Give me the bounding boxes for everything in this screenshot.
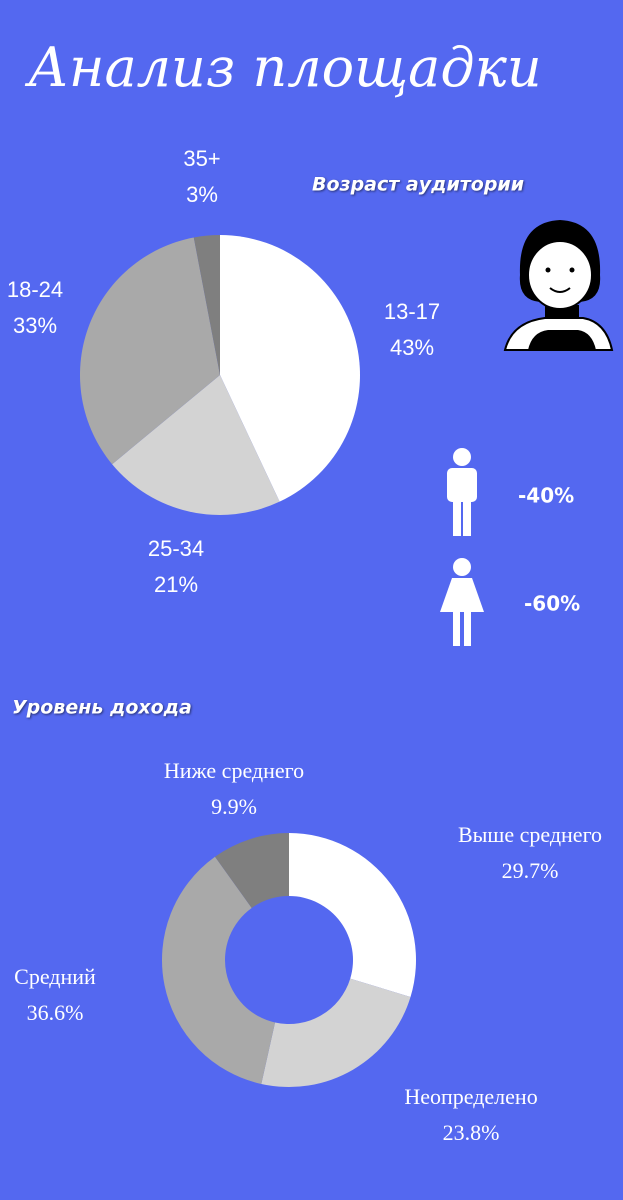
slice-label: 18-24 xyxy=(7,277,63,302)
chart-title: Возраст аудитории xyxy=(312,174,524,196)
slice xyxy=(79,237,220,465)
slice-value: 43% xyxy=(390,335,434,360)
slice-label: Средний xyxy=(14,964,96,989)
chart-title: Уровень дохода xyxy=(12,697,192,719)
slice-label: Неопределено xyxy=(404,1084,537,1109)
male-icon xyxy=(447,448,477,536)
slice-value: 36.6% xyxy=(27,1000,84,1025)
slice-value: 3% xyxy=(186,182,218,207)
slice-label: Выше среднего xyxy=(458,822,602,847)
slice xyxy=(112,375,280,515)
slice-value: 23.8% xyxy=(443,1120,500,1145)
slice-value: 33% xyxy=(13,313,57,338)
slice xyxy=(261,978,411,1087)
slice-value: 21% xyxy=(154,572,198,597)
slice xyxy=(220,235,360,502)
slice-label: 35+ xyxy=(183,146,220,171)
slice-value: 9.9% xyxy=(211,794,257,819)
slice-label: 13-17 xyxy=(384,299,440,324)
gender-label: -60% xyxy=(524,592,580,616)
slice-value: 29.7% xyxy=(502,858,559,883)
slice xyxy=(162,856,276,1084)
slice xyxy=(289,833,417,997)
page-title: Анализ площадки xyxy=(24,36,542,99)
gender-label: -40% xyxy=(518,484,574,508)
slice-label: Ниже среднего xyxy=(164,758,304,783)
female-icon xyxy=(440,558,484,646)
avatar-icon xyxy=(503,220,614,351)
slice xyxy=(193,235,220,375)
slice-label: 25-34 xyxy=(148,536,204,561)
slice xyxy=(214,833,289,908)
